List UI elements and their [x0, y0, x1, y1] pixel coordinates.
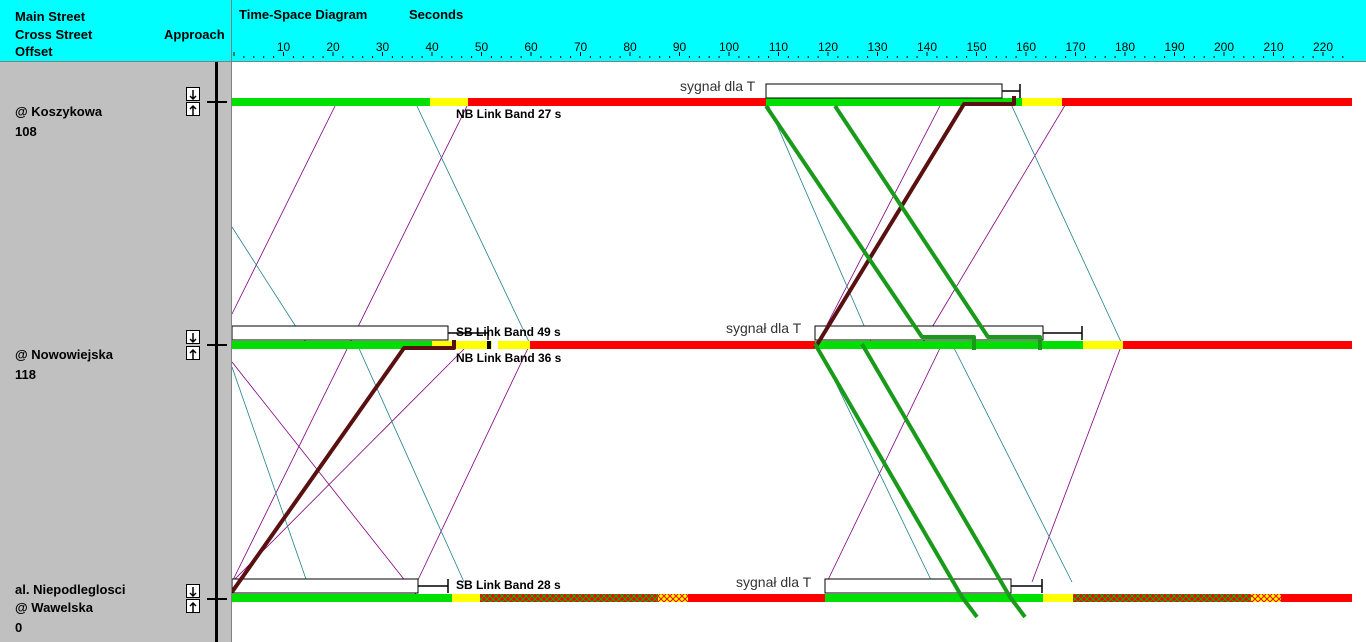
axis-tick-label: 150 [966, 40, 986, 54]
intersection-name: @ Koszykowa [15, 104, 103, 119]
sb-progression-line [951, 343, 1073, 583]
sb-progression-line [356, 343, 465, 583]
sb-band-path [813, 342, 979, 619]
cross-street-label: Cross Street [15, 27, 93, 42]
axis-tick-label: 220 [1313, 40, 1333, 54]
signal-bar-koszykowa [232, 83, 1352, 106]
nb-progression-line [921, 101, 1068, 345]
signal-label: sygnał dla T [726, 320, 802, 336]
offset-label: Offset [15, 44, 53, 59]
arrow-up-icon [189, 601, 197, 612]
arrow-down-icon [189, 587, 197, 598]
axis-tick-label: 190 [1164, 40, 1184, 54]
sb-band-path [833, 104, 1042, 350]
nb-progression-line [1031, 343, 1123, 583]
nb-progression-line [232, 343, 470, 583]
arrow-down-icon [189, 333, 197, 344]
time-axis-header: Time-Space Diagram Seconds 10 20 30 40 50 60 7… [232, 0, 1366, 62]
axis-tick-label: 20 [326, 40, 340, 54]
link-band-label: NB Link Band 36 s [456, 351, 562, 365]
axis-tick-label: 10 [277, 40, 291, 54]
nb-band-path [813, 96, 1016, 350]
signal-bar-nowowiejska [232, 325, 1352, 349]
arrow-up-icon [189, 104, 197, 115]
left-header: Main Street Cross Street Offset Approach [0, 0, 232, 62]
nb-progression-line [232, 361, 423, 603]
axis-tick-label: 110 [769, 40, 788, 54]
approach-toggle-sb-button[interactable] [186, 584, 200, 598]
sb-progression-line [1009, 101, 1123, 345]
progression-lines [232, 101, 1123, 603]
intersection-offset: 108 [15, 124, 37, 139]
sb-band-path [860, 342, 1027, 619]
approach-toggle-sb-button[interactable] [186, 330, 200, 344]
arrow-down-icon [189, 90, 197, 101]
axis-tick-label: 140 [917, 40, 937, 54]
axis-tick-label: 30 [376, 40, 390, 54]
nb-progression-line [232, 101, 338, 315]
time-axis-ruler: 10 20 30 40 50 60 70 80 90 100 110 120 130 140 150 160 1… [233, 40, 1344, 58]
axis-tick-label: 100 [719, 40, 739, 54]
axis-tick-label: 80 [623, 40, 637, 54]
axis-tick-label: 90 [673, 40, 687, 54]
intersection-name: @ Nowowiejska [15, 347, 113, 362]
approach-toggle-nb-button[interactable] [186, 346, 200, 360]
axis-tick-label: 180 [1115, 40, 1135, 54]
axis-tick-label: 60 [524, 40, 538, 54]
approach-axis [215, 62, 218, 642]
intersection-offset: 118 [15, 367, 36, 382]
axis-tick-label: 160 [1016, 40, 1036, 54]
intersection-marker [207, 344, 227, 346]
axis-tick-label: 170 [1065, 40, 1085, 54]
time-space-diagram [232, 83, 1352, 619]
signal-label: sygnał dla T [680, 78, 756, 94]
approach-toggle-sb-button[interactable] [186, 87, 200, 101]
intersection-name: @ Wawelska [15, 600, 93, 615]
signal-bar-wawelska [232, 578, 1352, 602]
nb-progression-line [816, 101, 943, 345]
arrow-up-icon [189, 348, 197, 359]
link-band-label: SB Link Band 49 s [456, 325, 561, 339]
approach-toggle-nb-button[interactable] [186, 599, 200, 613]
link-band-label: NB Link Band 27 s [456, 107, 562, 121]
sb-progression-line [232, 366, 308, 583]
axis-tick-label: 200 [1214, 40, 1234, 54]
main-street-label: Main Street [15, 9, 86, 24]
axis-tick-label: 130 [867, 40, 887, 54]
link-band-label: SB Link Band 28 s [456, 578, 561, 592]
intersection-marker [207, 101, 227, 103]
axis-tick-label: 40 [425, 40, 439, 54]
sb-band-path [764, 104, 976, 350]
signal-label: sygnał dla T [736, 574, 812, 590]
diagram-title: Time-Space Diagram [239, 7, 368, 22]
nb-band-path [232, 340, 456, 594]
seconds-label: Seconds [409, 7, 464, 22]
sb-progression-line [766, 101, 873, 345]
axis-tick-label: 70 [574, 40, 588, 54]
sb-progression-line [414, 101, 531, 345]
axis-tick-label: 50 [475, 40, 489, 54]
approach-label: Approach [164, 27, 225, 42]
sb-progression-line [232, 226, 308, 345]
nb-progression-line [416, 343, 531, 583]
intersection-name: al. Niepodleglosci [15, 582, 126, 597]
axis-tick-label: 210 [1263, 40, 1283, 54]
intersection-offset: 0 [15, 620, 23, 635]
approach-toggle-nb-button[interactable] [186, 102, 200, 116]
intersection-marker [207, 598, 227, 600]
axis-tick-label: 120 [818, 40, 838, 54]
